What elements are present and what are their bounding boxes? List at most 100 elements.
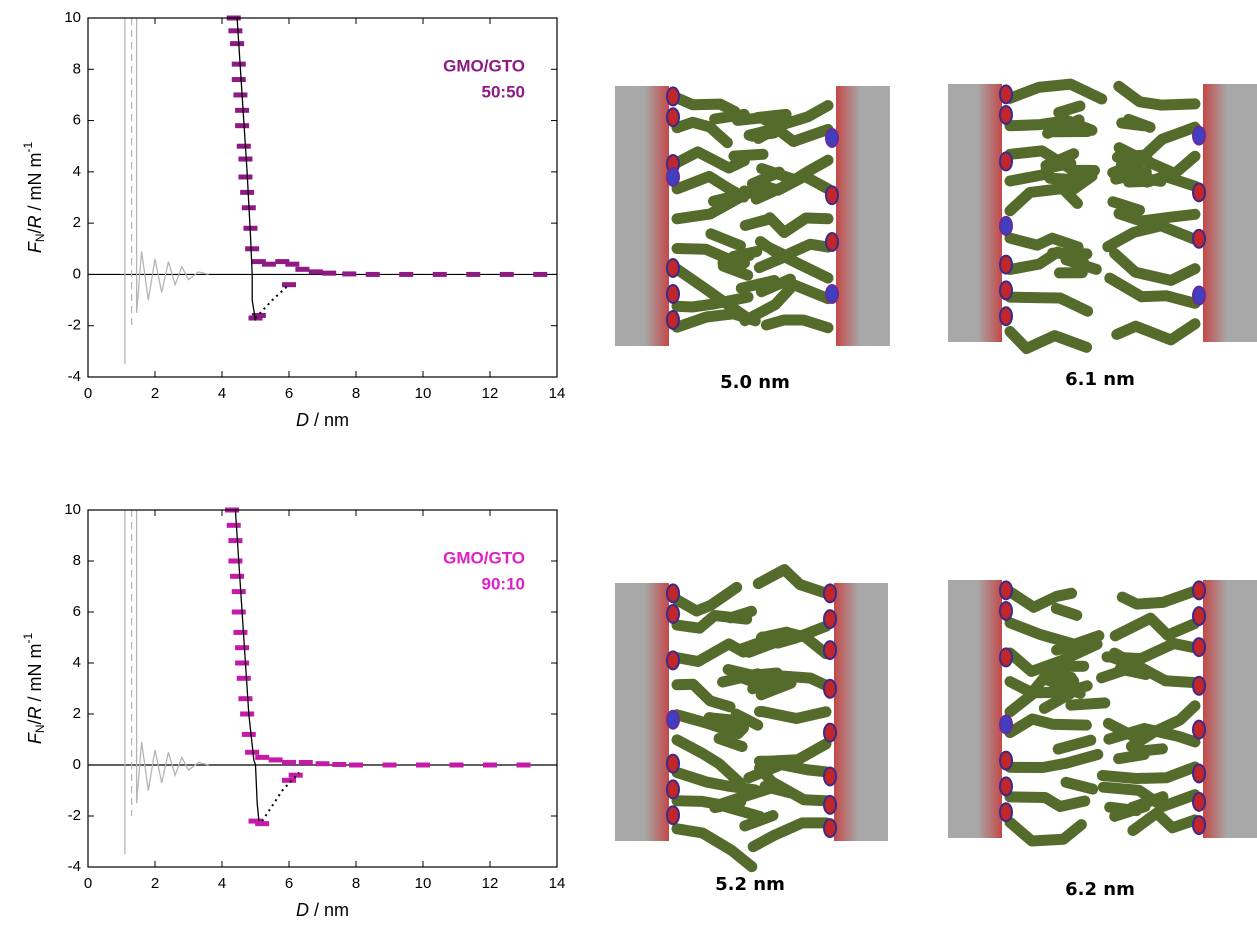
x-tick-label: 14 [549,875,566,892]
y-axis-label: FN/R / mN m-1 [21,632,47,744]
data-point [466,271,481,277]
headgroup [825,128,839,148]
wall-right [836,86,890,346]
chain [747,670,832,695]
chain [1123,113,1156,133]
x-tick-label: 12 [482,385,499,402]
y-label-part: N [33,234,47,243]
chain [1102,220,1201,253]
data-point [483,762,497,768]
chains [671,564,832,873]
headgroup [666,310,680,330]
headgroup [823,678,837,699]
chain [754,738,832,767]
data-point [322,270,337,276]
chain [759,780,795,799]
y-tick-label: -2 [68,317,81,334]
chain [760,314,834,334]
chain [1004,183,1083,217]
data-point [228,28,243,34]
chain [1113,208,1201,227]
chain [1115,160,1152,180]
headgroup [1192,763,1206,784]
chain [1123,175,1156,188]
chains [1004,585,1201,847]
chain [1104,272,1201,309]
y-tick-label: -4 [68,858,81,875]
y-label-part: -1 [21,141,35,152]
data-point [231,589,246,595]
chain [705,228,746,252]
annotation: GMO/GTO [443,56,525,75]
data-point [231,609,246,615]
chain [671,243,750,271]
chain [747,817,832,853]
data-point [230,41,245,47]
x-tick-label: 0 [84,875,92,892]
headgroup [825,185,839,206]
data-point [240,189,255,195]
headgroup [823,722,837,743]
chains [671,92,834,334]
chain [755,236,834,284]
headgroup [1192,606,1206,627]
chain [728,246,763,262]
chain [1116,585,1201,610]
data-point [251,312,266,318]
chain [671,678,736,713]
headgroup [666,603,680,624]
chain [1046,669,1080,687]
chain [754,706,832,724]
data-point [275,259,290,265]
data-point [449,762,464,768]
chain [703,712,743,728]
y-axis-label: FN/R / mN m-1 [21,141,47,253]
chain [759,100,834,131]
headgroup [1192,815,1206,836]
headgroup [1192,791,1206,812]
chain [671,291,754,313]
chain [739,279,834,327]
chain [756,163,800,185]
chain [1004,816,1087,847]
chain [1060,776,1099,795]
chain [717,260,754,281]
headgroup [823,640,837,661]
diagram: 5.0 nm [615,86,890,393]
x-tick-label: 6 [285,875,293,892]
chain [1052,734,1097,755]
x-tick-label: 12 [482,875,499,892]
chain [1111,318,1201,346]
chain [1051,635,1094,656]
wall-right [834,583,888,841]
data-line [135,18,209,313]
data-point [245,749,260,755]
chain [671,185,750,225]
chain [1050,603,1083,621]
data-point [228,558,243,564]
plot-frame [87,509,558,868]
y-label-part: R [25,706,45,719]
headgroup [666,284,680,304]
x-tick-label: 2 [151,385,159,402]
data-point [382,762,397,768]
headgroup [666,753,680,774]
headgroup [999,306,1013,327]
data-point [248,818,263,824]
chain [728,148,769,162]
chain [1109,801,1151,822]
headgroup [666,650,680,671]
chain [1103,723,1201,748]
y-tick-label: 2 [73,705,81,722]
data-line [254,283,290,319]
wall-left [615,583,669,841]
y-label-part: / mN m [25,643,45,706]
headgroup [825,232,839,252]
chain [1113,142,1201,179]
diagram-label: 5.2 nm [715,874,785,895]
data-point [432,271,447,277]
y-tick-label: 0 [73,265,81,282]
data-point [235,107,250,113]
